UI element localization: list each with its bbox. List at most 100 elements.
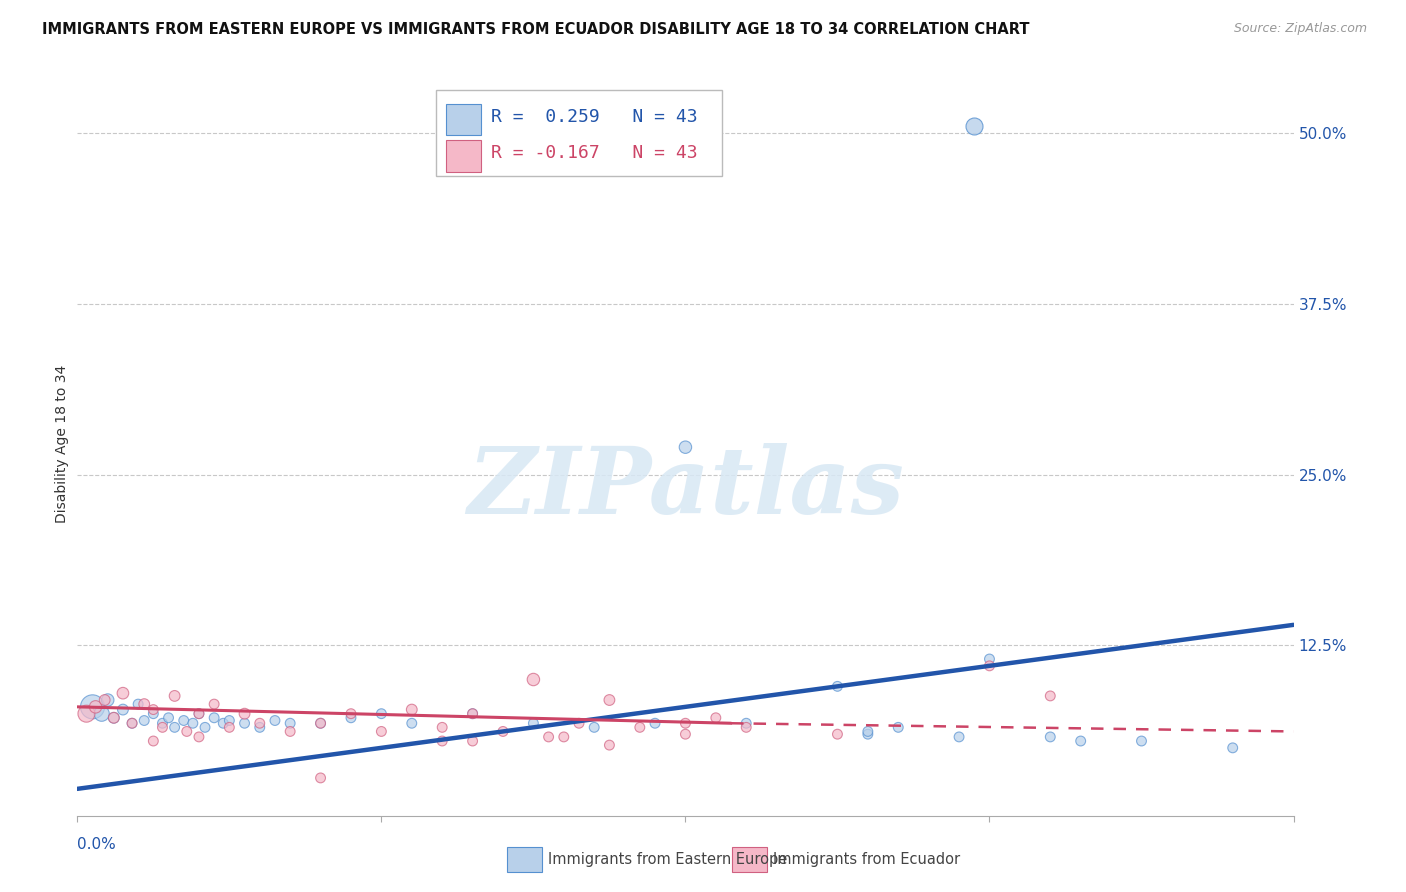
- Point: [163, 720, 186, 734]
- Text: Immigrants from Ecuador: Immigrants from Ecuador: [773, 852, 960, 867]
- FancyBboxPatch shape: [731, 847, 766, 872]
- Point: [522, 673, 544, 687]
- Point: [202, 697, 225, 711]
- Point: [233, 716, 256, 731]
- Point: [522, 716, 544, 731]
- Point: [188, 706, 211, 721]
- Point: [127, 697, 149, 711]
- Text: Immigrants from Eastern Europe: Immigrants from Eastern Europe: [548, 852, 787, 867]
- Point: [1039, 689, 1062, 703]
- Point: [492, 724, 515, 739]
- Point: [142, 734, 165, 748]
- FancyBboxPatch shape: [506, 847, 541, 872]
- Point: [1222, 740, 1244, 755]
- Point: [309, 716, 332, 731]
- Point: [583, 720, 606, 734]
- Point: [188, 730, 211, 744]
- Point: [173, 714, 195, 728]
- Point: [948, 730, 970, 744]
- Point: [111, 702, 134, 716]
- Point: [181, 716, 204, 731]
- Point: [111, 686, 134, 700]
- Point: [97, 693, 120, 707]
- Y-axis label: Disability Age 18 to 34: Disability Age 18 to 34: [55, 365, 69, 523]
- Point: [121, 716, 143, 731]
- Point: [264, 714, 287, 728]
- Point: [675, 727, 697, 741]
- Point: [340, 706, 363, 721]
- Point: [644, 716, 666, 731]
- Point: [90, 706, 112, 721]
- Point: [553, 730, 575, 744]
- Point: [278, 724, 301, 739]
- Point: [188, 706, 211, 721]
- Point: [194, 720, 217, 734]
- Point: [340, 711, 363, 725]
- Point: [75, 706, 97, 721]
- Point: [1039, 730, 1062, 744]
- FancyBboxPatch shape: [446, 140, 481, 171]
- Point: [212, 716, 235, 731]
- Point: [134, 714, 156, 728]
- Point: [82, 699, 104, 714]
- Point: [134, 697, 156, 711]
- Point: [735, 720, 758, 734]
- Point: [856, 727, 879, 741]
- Point: [93, 693, 115, 707]
- Point: [856, 724, 879, 739]
- Point: [249, 720, 271, 734]
- Point: [430, 734, 453, 748]
- Point: [979, 658, 1001, 673]
- Point: [430, 720, 453, 734]
- FancyBboxPatch shape: [436, 90, 721, 176]
- Text: R = -0.167   N = 43: R = -0.167 N = 43: [491, 145, 697, 162]
- Point: [370, 706, 392, 721]
- Point: [309, 771, 332, 785]
- Point: [735, 716, 758, 731]
- Point: [202, 711, 225, 725]
- Point: [628, 720, 651, 734]
- Point: [401, 716, 423, 731]
- Point: [103, 711, 125, 725]
- Point: [461, 734, 484, 748]
- Point: [370, 724, 392, 739]
- Point: [401, 702, 423, 716]
- Point: [675, 716, 697, 731]
- Point: [309, 716, 332, 731]
- Text: ZIPatlas: ZIPatlas: [467, 443, 904, 533]
- Point: [963, 119, 986, 133]
- Point: [121, 716, 143, 731]
- FancyBboxPatch shape: [446, 103, 481, 135]
- Point: [152, 720, 174, 734]
- Point: [278, 716, 301, 731]
- Point: [827, 679, 849, 693]
- Point: [979, 652, 1001, 666]
- Point: [152, 716, 174, 731]
- Point: [176, 724, 198, 739]
- Point: [461, 706, 484, 721]
- Point: [84, 699, 107, 714]
- Point: [157, 711, 180, 725]
- Point: [461, 706, 484, 721]
- Point: [675, 440, 697, 454]
- Point: [142, 706, 165, 721]
- Point: [218, 720, 240, 734]
- Point: [142, 702, 165, 716]
- Point: [537, 730, 560, 744]
- Text: Source: ZipAtlas.com: Source: ZipAtlas.com: [1233, 22, 1367, 36]
- Text: R =  0.259   N = 43: R = 0.259 N = 43: [491, 108, 697, 126]
- Point: [887, 720, 910, 734]
- Point: [598, 738, 620, 752]
- Point: [1130, 734, 1153, 748]
- Point: [568, 716, 591, 731]
- Point: [249, 716, 271, 731]
- Text: 0.0%: 0.0%: [77, 837, 117, 852]
- Point: [827, 727, 849, 741]
- Point: [1070, 734, 1092, 748]
- Point: [704, 711, 727, 725]
- Text: IMMIGRANTS FROM EASTERN EUROPE VS IMMIGRANTS FROM ECUADOR DISABILITY AGE 18 TO 3: IMMIGRANTS FROM EASTERN EUROPE VS IMMIGR…: [42, 22, 1029, 37]
- Point: [103, 711, 125, 725]
- Point: [598, 693, 620, 707]
- Point: [218, 714, 240, 728]
- Point: [233, 706, 256, 721]
